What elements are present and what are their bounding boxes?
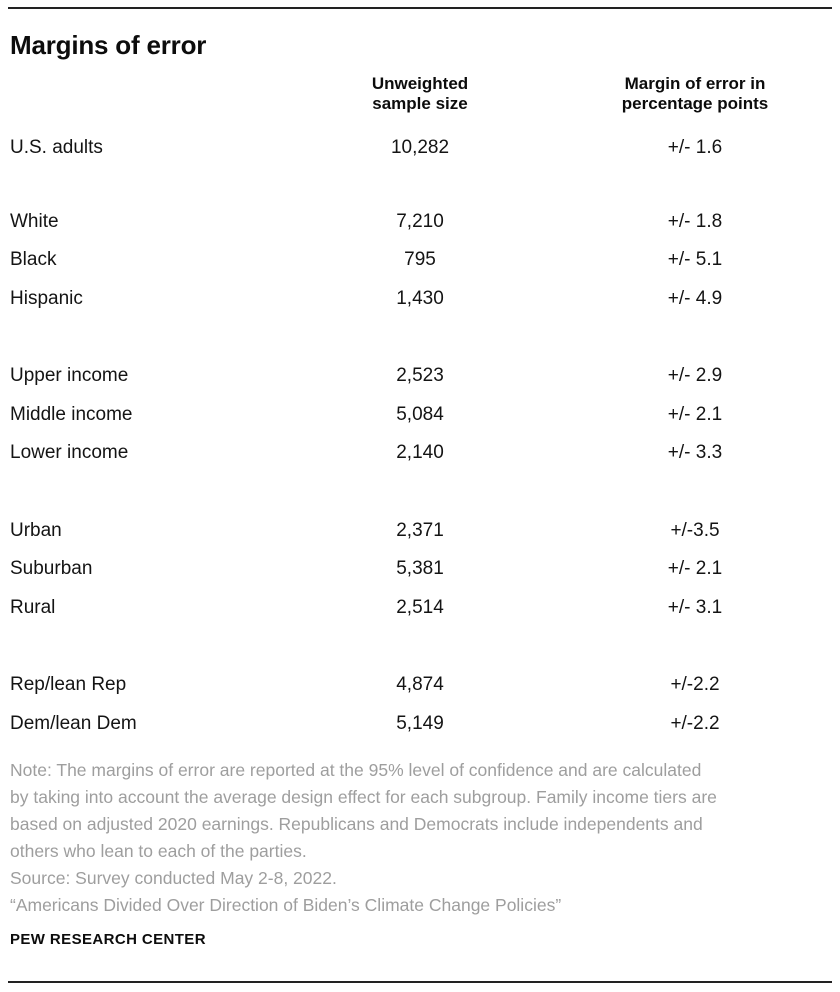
bottom-divider (8, 981, 832, 983)
row-margin-of-error: +/- 2.1 (667, 403, 723, 425)
row-margin-of-error: +/- 1.8 (667, 210, 723, 232)
row-sample-size: 2,523 (396, 365, 444, 387)
row-label: Urban (10, 519, 62, 541)
row-label: Hispanic (10, 287, 83, 309)
pew-research-center-wordmark: PEW RESEARCH CENTER (10, 931, 206, 948)
column-header-sample-size-line1: Unweighted (371, 74, 469, 93)
row-margin-of-error: +/- 3.1 (667, 596, 723, 618)
row-sample-size: 795 (404, 249, 436, 271)
row-margin-of-error: +/-2.2 (670, 712, 720, 734)
table-row-white: White 7,210 +/- 1.8 (10, 203, 830, 242)
row-label: Middle income (10, 403, 133, 425)
row-label: White (10, 210, 59, 232)
footer-notes: Note: The margins of error are reported … (10, 757, 832, 919)
row-sample-size: 7,210 (396, 210, 444, 232)
row-sample-size: 2,514 (396, 596, 444, 618)
row-margin-of-error: +/- 4.9 (667, 287, 723, 309)
table-row-lower-income: Lower income 2,140 +/- 3.3 (10, 434, 830, 473)
row-margin-of-error: +/- 2.1 (667, 558, 723, 580)
row-margin-of-error: +/- 5.1 (667, 249, 723, 271)
row-sample-size: 5,084 (396, 403, 444, 425)
table-row-black: Black 795 +/- 5.1 (10, 241, 830, 280)
row-margin-of-error: +/-3.5 (670, 519, 720, 541)
table-row-upper-income: Upper income 2,523 +/- 2.9 (10, 357, 830, 396)
note-text-line: others who lean to each of the parties. (10, 841, 307, 861)
row-sample-size: 10,282 (390, 137, 450, 159)
row-label: U.S. adults (10, 137, 103, 159)
table-body: U.S. adults 10,282 +/- 1.6 White 7,210 +… (10, 129, 830, 743)
row-sample-size: 2,140 (396, 442, 444, 464)
row-label: Black (10, 249, 57, 271)
page-title: Margins of error (10, 30, 207, 60)
column-header-sample-size: Unweighted sample size (330, 74, 510, 114)
note-text-line: Note: The margins of error are reported … (10, 760, 702, 780)
table-row-hispanic: Hispanic 1,430 +/- 4.9 (10, 280, 830, 319)
report-citation-text: “Americans Divided Over Direction of Bid… (10, 895, 562, 915)
table-header-row: Unweighted sample size Margin of error i… (10, 74, 830, 114)
table-row-rural: Rural 2,514 +/- 3.1 (10, 589, 830, 628)
margins-table: Unweighted sample size Margin of error i… (10, 74, 830, 743)
row-sample-size: 5,149 (396, 712, 444, 734)
table-row-us-adults: U.S. adults 10,282 +/- 1.6 (10, 129, 830, 168)
group-spacer (10, 318, 830, 357)
row-margin-of-error: +/- 1.6 (667, 137, 723, 159)
row-label: Rural (10, 596, 56, 618)
note-text-line: by taking into account the average desig… (10, 787, 717, 807)
row-margin-of-error: +/-2.2 (670, 674, 720, 696)
row-label: Upper income (10, 365, 129, 387)
row-sample-size: 2,371 (396, 519, 444, 541)
table-row-suburban: Suburban 5,381 +/- 2.1 (10, 550, 830, 589)
column-header-margin-of-error: Margin of error in percentage points (580, 74, 810, 114)
column-header-margin-of-error-line1: Margin of error in (624, 74, 766, 93)
row-margin-of-error: +/- 2.9 (667, 365, 723, 387)
row-margin-of-error: +/- 3.3 (667, 442, 723, 464)
note-text-line: based on adjusted 2020 earnings. Republi… (10, 814, 703, 834)
row-sample-size: 5,381 (396, 558, 444, 580)
table-row-dem-lean-dem: Dem/lean Dem 5,149 +/-2.2 (10, 705, 830, 744)
column-header-margin-of-error-line2: percentage points (621, 94, 769, 113)
group-spacer (10, 473, 830, 512)
row-sample-size: 1,430 (396, 287, 444, 309)
group-spacer (10, 168, 830, 203)
row-sample-size: 4,874 (396, 674, 444, 696)
row-label: Lower income (10, 442, 129, 464)
column-header-sample-size-line2: sample size (372, 94, 468, 113)
row-label: Dem/lean Dem (10, 712, 137, 734)
table-row-rep-lean-rep: Rep/lean Rep 4,874 +/-2.2 (10, 666, 830, 705)
row-label: Rep/lean Rep (10, 674, 127, 696)
table-row-urban: Urban 2,371 +/-3.5 (10, 512, 830, 551)
table-row-middle-income: Middle income 5,084 +/- 2.1 (10, 396, 830, 435)
top-divider (8, 7, 832, 9)
row-label: Suburban (10, 558, 93, 580)
group-spacer (10, 627, 830, 666)
source-text: Source: Survey conducted May 2-8, 2022. (10, 868, 337, 888)
